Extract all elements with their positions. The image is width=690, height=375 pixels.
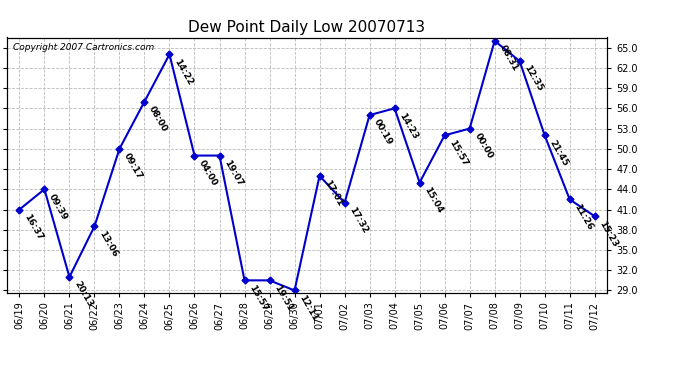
Text: 17:32: 17:32 — [347, 206, 370, 235]
Text: 12:35: 12:35 — [522, 64, 544, 93]
Text: 19:51: 19:51 — [273, 283, 295, 312]
Text: 15:57: 15:57 — [247, 283, 270, 312]
Text: 00:19: 00:19 — [373, 118, 395, 147]
Text: 17:01: 17:01 — [322, 178, 344, 208]
Text: 15:57: 15:57 — [447, 138, 470, 168]
Text: 11:26: 11:26 — [573, 202, 595, 231]
Text: 12:11: 12:11 — [297, 293, 319, 322]
Text: Copyright 2007 Cartronics.com: Copyright 2007 Cartronics.com — [13, 43, 154, 52]
Text: 15:23: 15:23 — [598, 219, 620, 248]
Text: 21:45: 21:45 — [547, 138, 570, 168]
Text: 13:06: 13:06 — [97, 229, 119, 258]
Text: 09:17: 09:17 — [122, 152, 144, 181]
Text: 00:00: 00:00 — [473, 131, 494, 160]
Text: 16:37: 16:37 — [22, 212, 44, 242]
Text: 08:31: 08:31 — [497, 44, 520, 73]
Text: 19:07: 19:07 — [222, 158, 244, 188]
Text: 20:13: 20:13 — [72, 280, 95, 309]
Text: 08:00: 08:00 — [147, 104, 169, 134]
Text: 04:00: 04:00 — [197, 158, 219, 188]
Text: 09:39: 09:39 — [47, 192, 70, 222]
Title: Dew Point Daily Low 20070713: Dew Point Daily Low 20070713 — [188, 20, 426, 35]
Text: 14:23: 14:23 — [397, 111, 420, 141]
Text: 15:04: 15:04 — [422, 185, 444, 214]
Text: 14:22: 14:22 — [172, 57, 195, 87]
